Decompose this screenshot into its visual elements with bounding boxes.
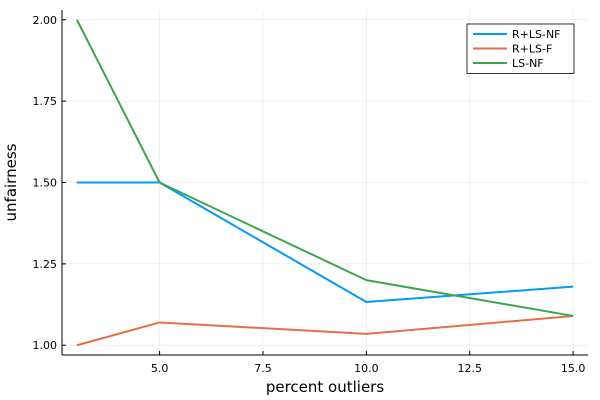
legend: R+LS-NF R+LS-FLS-NF — [466, 23, 575, 74]
series-lines — [75, 19, 574, 347]
y-tick-label: 1.25 — [33, 258, 58, 271]
y-tick-label: 1.75 — [33, 95, 58, 108]
x-axis-title: percent outliers — [266, 378, 385, 396]
series-line-ls-nf — [75, 19, 574, 317]
x-tick-label: 12.5 — [457, 362, 482, 375]
y-tick-label: 2.00 — [33, 14, 58, 27]
x-tick-label: 5.0 — [151, 362, 169, 375]
x-tick-label: 10.0 — [354, 362, 379, 375]
legend-label: R+LS-F — [512, 43, 552, 56]
legend-label: R+LS-NF — [512, 28, 561, 41]
series-line-r-ls-f — [76, 314, 574, 347]
legend-label: LS-NF — [512, 57, 544, 70]
axes — [61, 10, 588, 356]
x-tick-label: 7.5 — [254, 362, 272, 375]
series-line-r-ls-nf — [76, 181, 574, 303]
y-axis-title: unfairness — [2, 143, 20, 221]
y-tick-label: 1.00 — [33, 339, 58, 352]
x-tick-label: 15.0 — [561, 362, 586, 375]
tick-labels: 5.0 7.5 10.0 12.5 15.0 1.00 1.25 1.50 1.75 2.00 — [33, 14, 586, 375]
y-tick-label: 1.50 — [33, 177, 58, 190]
